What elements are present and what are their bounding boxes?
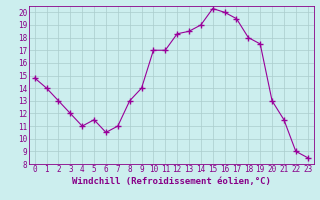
X-axis label: Windchill (Refroidissement éolien,°C): Windchill (Refroidissement éolien,°C) — [72, 177, 271, 186]
